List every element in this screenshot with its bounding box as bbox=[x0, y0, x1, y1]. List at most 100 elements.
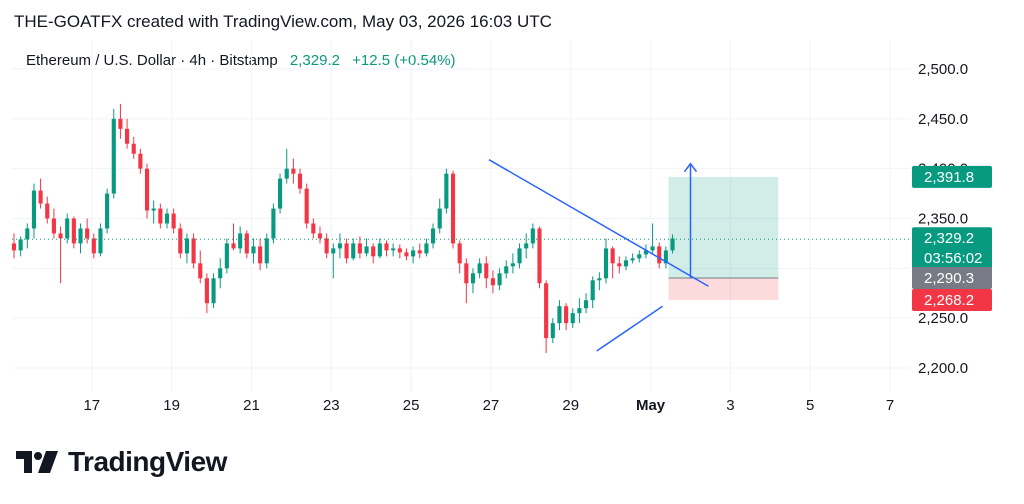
candle-body bbox=[504, 266, 509, 274]
trendline bbox=[596, 305, 663, 352]
price-axis[interactable]: 2,500.02,450.02,400.02,350.02,300.02,250… bbox=[918, 61, 968, 377]
candle bbox=[550, 318, 555, 344]
candle-body bbox=[564, 306, 569, 324]
time-tick-label: 5 bbox=[806, 397, 814, 414]
candle bbox=[71, 216, 76, 249]
candle-body bbox=[25, 228, 30, 240]
candle-body bbox=[251, 246, 256, 254]
candle bbox=[204, 273, 209, 314]
tradingview-brand: TradingView bbox=[68, 446, 227, 477]
candle-body bbox=[377, 243, 382, 257]
candle-body bbox=[650, 246, 655, 251]
drawings[interactable] bbox=[12, 159, 910, 352]
symbol-label[interactable]: Ethereum / U.S. Dollar · 4h · Bitstamp bbox=[26, 52, 278, 69]
candle-body bbox=[643, 250, 648, 255]
time-tick-label: 7 bbox=[886, 397, 894, 414]
candle-body bbox=[431, 228, 436, 244]
candle bbox=[470, 268, 476, 294]
time-tick-label: 25 bbox=[403, 397, 420, 414]
candle bbox=[51, 208, 56, 239]
last-price: 2,329.2 bbox=[289, 52, 340, 69]
long-position-tool[interactable] bbox=[668, 176, 779, 301]
candle-body bbox=[78, 228, 83, 244]
candle bbox=[271, 203, 276, 244]
candle-body bbox=[537, 228, 542, 284]
price-badge: 2,329.2 03:56:02 bbox=[912, 227, 992, 270]
candle-body bbox=[211, 278, 216, 304]
candle-body bbox=[125, 128, 130, 144]
candle bbox=[557, 300, 562, 331]
candle-body bbox=[603, 248, 609, 279]
candle-body bbox=[457, 243, 462, 264]
time-tick-label: 27 bbox=[483, 397, 500, 414]
candle-body bbox=[583, 300, 589, 309]
loss-zone bbox=[668, 278, 779, 301]
time-tick-label: 17 bbox=[83, 397, 100, 414]
candle-body bbox=[191, 238, 196, 264]
candle-body bbox=[144, 168, 150, 211]
candle bbox=[623, 256, 629, 271]
candle-body bbox=[304, 188, 309, 224]
candle bbox=[530, 223, 535, 249]
candle-body bbox=[610, 248, 615, 264]
candle bbox=[457, 240, 462, 274]
candle bbox=[111, 108, 116, 199]
candle bbox=[384, 240, 389, 257]
candle bbox=[377, 238, 382, 259]
candle bbox=[138, 148, 143, 174]
candle-body bbox=[178, 228, 183, 254]
candle-body bbox=[184, 238, 190, 254]
trendline bbox=[488, 159, 709, 287]
candle bbox=[178, 223, 183, 259]
candle bbox=[657, 242, 662, 269]
candle bbox=[610, 246, 615, 279]
candle-body bbox=[38, 190, 43, 204]
candle bbox=[663, 246, 668, 269]
candle bbox=[344, 238, 349, 264]
candle bbox=[164, 208, 170, 229]
badge-bg bbox=[912, 227, 992, 270]
candle bbox=[537, 226, 542, 289]
candle bbox=[670, 234, 675, 254]
price-tick-label: 2,500.0 bbox=[918, 61, 968, 78]
candle bbox=[158, 203, 163, 229]
candle bbox=[118, 103, 123, 139]
candle-body bbox=[437, 208, 442, 229]
candle-body bbox=[337, 243, 342, 249]
candle bbox=[191, 233, 196, 269]
candle-body bbox=[297, 173, 303, 189]
candle bbox=[497, 268, 502, 291]
candle-body bbox=[158, 208, 163, 224]
time-axis[interactable]: 17 19 21 23 25 27 29 May 3 5 7 bbox=[83, 397, 894, 414]
candle-body bbox=[218, 268, 223, 279]
candle-body bbox=[524, 243, 529, 249]
candle bbox=[184, 233, 190, 264]
badge-price: 2,290.3 bbox=[924, 270, 974, 287]
time-tick-label: 3 bbox=[726, 397, 734, 414]
candle bbox=[517, 243, 522, 269]
candle bbox=[231, 223, 236, 251]
candle bbox=[603, 238, 609, 284]
candle bbox=[337, 233, 342, 259]
tradingview-footer: TradingView bbox=[16, 446, 227, 478]
candle-body bbox=[384, 243, 389, 251]
candle bbox=[484, 256, 489, 289]
candle-body bbox=[171, 213, 176, 229]
profit-zone bbox=[668, 176, 779, 279]
badge-price: 2,329.2 bbox=[924, 230, 974, 247]
candle-body bbox=[151, 208, 156, 211]
candle bbox=[18, 236, 23, 257]
candle bbox=[144, 163, 150, 219]
candle-body bbox=[71, 218, 76, 244]
candle bbox=[351, 238, 356, 261]
candle bbox=[311, 218, 316, 239]
candle bbox=[617, 256, 622, 274]
candle-body bbox=[464, 263, 469, 284]
candle-body bbox=[424, 243, 429, 254]
candle-body bbox=[311, 223, 316, 234]
candle bbox=[131, 136, 136, 159]
candle bbox=[630, 253, 635, 264]
candle-body bbox=[238, 233, 243, 249]
candle bbox=[317, 226, 323, 244]
